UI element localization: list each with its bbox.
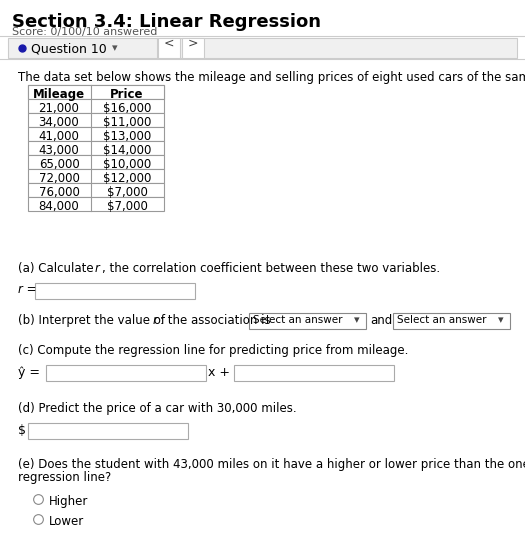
- Text: Price: Price: [110, 88, 144, 101]
- Text: $16,000: $16,000: [103, 102, 151, 115]
- Bar: [28, 127, 164, 141]
- Text: $10,000: $10,000: [103, 158, 151, 171]
- Bar: [35, 283, 195, 299]
- Text: Select an answer: Select an answer: [253, 315, 342, 325]
- Text: $7,000: $7,000: [107, 186, 148, 199]
- Text: (b) Interpret the value of: (b) Interpret the value of: [18, 314, 169, 327]
- Bar: [249, 313, 366, 329]
- Text: regression line?: regression line?: [18, 471, 111, 484]
- Text: ▾: ▾: [112, 43, 118, 53]
- Text: 76,000: 76,000: [38, 186, 79, 199]
- Text: 0/10 answered: 0/10 answered: [75, 27, 158, 37]
- Bar: [28, 155, 164, 169]
- Text: $: $: [18, 424, 26, 437]
- Text: (c) Compute the regression line for predicting price from mileage.: (c) Compute the regression line for pred…: [18, 344, 408, 357]
- Text: 72,000: 72,000: [38, 172, 79, 185]
- Text: and: and: [370, 314, 392, 327]
- Text: Mileage: Mileage: [33, 88, 85, 101]
- Bar: [28, 85, 164, 99]
- Text: Question 10: Question 10: [31, 43, 107, 56]
- Text: r =: r =: [18, 283, 37, 296]
- Bar: [234, 365, 394, 381]
- Text: The data set below shows the mileage and selling prices of eight used cars of th: The data set below shows the mileage and…: [18, 71, 525, 84]
- Bar: [182, 38, 204, 58]
- Text: (e) Does the student with 43,000 miles on it have a higher or lower price than t: (e) Does the student with 43,000 miles o…: [18, 458, 525, 471]
- Text: <: <: [164, 36, 174, 50]
- Bar: [158, 38, 180, 58]
- Text: ▾: ▾: [498, 315, 503, 325]
- Text: $13,000: $13,000: [103, 130, 151, 143]
- Text: $11,000: $11,000: [103, 116, 151, 129]
- Text: 43,000: 43,000: [39, 144, 79, 157]
- Text: 21,000: 21,000: [38, 102, 79, 115]
- Text: (d) Predict the price of a car with 30,000 miles.: (d) Predict the price of a car with 30,0…: [18, 402, 297, 415]
- Bar: [28, 197, 164, 211]
- Bar: [28, 85, 164, 99]
- Text: 84,000: 84,000: [39, 200, 79, 213]
- Text: r: r: [153, 314, 158, 327]
- Bar: [28, 141, 164, 155]
- Text: r: r: [95, 262, 100, 275]
- Text: $14,000: $14,000: [103, 144, 151, 157]
- Bar: [393, 313, 510, 329]
- Bar: [28, 423, 188, 439]
- Text: (a) Calculate: (a) Calculate: [18, 262, 97, 275]
- Text: ▾: ▾: [354, 315, 360, 325]
- Bar: [46, 365, 206, 381]
- Text: >: >: [188, 36, 198, 50]
- Text: Lower: Lower: [49, 515, 84, 528]
- Text: Score: 0/10: Score: 0/10: [12, 27, 75, 37]
- Bar: [28, 99, 164, 113]
- Bar: [28, 113, 164, 127]
- Text: $12,000: $12,000: [103, 172, 151, 185]
- Text: 34,000: 34,000: [39, 116, 79, 129]
- Bar: [8, 38, 517, 58]
- Bar: [28, 183, 164, 197]
- Text: ŷ =: ŷ =: [18, 366, 40, 379]
- Text: Section 3.4: Linear Regression: Section 3.4: Linear Regression: [12, 13, 321, 31]
- Text: x +: x +: [208, 366, 230, 379]
- Text: 41,000: 41,000: [38, 130, 79, 143]
- Text: $7,000: $7,000: [107, 200, 148, 213]
- Text: Select an answer: Select an answer: [397, 315, 487, 325]
- Text: 65,000: 65,000: [39, 158, 79, 171]
- Text: : the association is: : the association is: [160, 314, 270, 327]
- Text: Higher: Higher: [49, 495, 88, 508]
- Bar: [28, 169, 164, 183]
- Text: , the correlation coefficient between these two variables.: , the correlation coefficient between th…: [102, 262, 440, 275]
